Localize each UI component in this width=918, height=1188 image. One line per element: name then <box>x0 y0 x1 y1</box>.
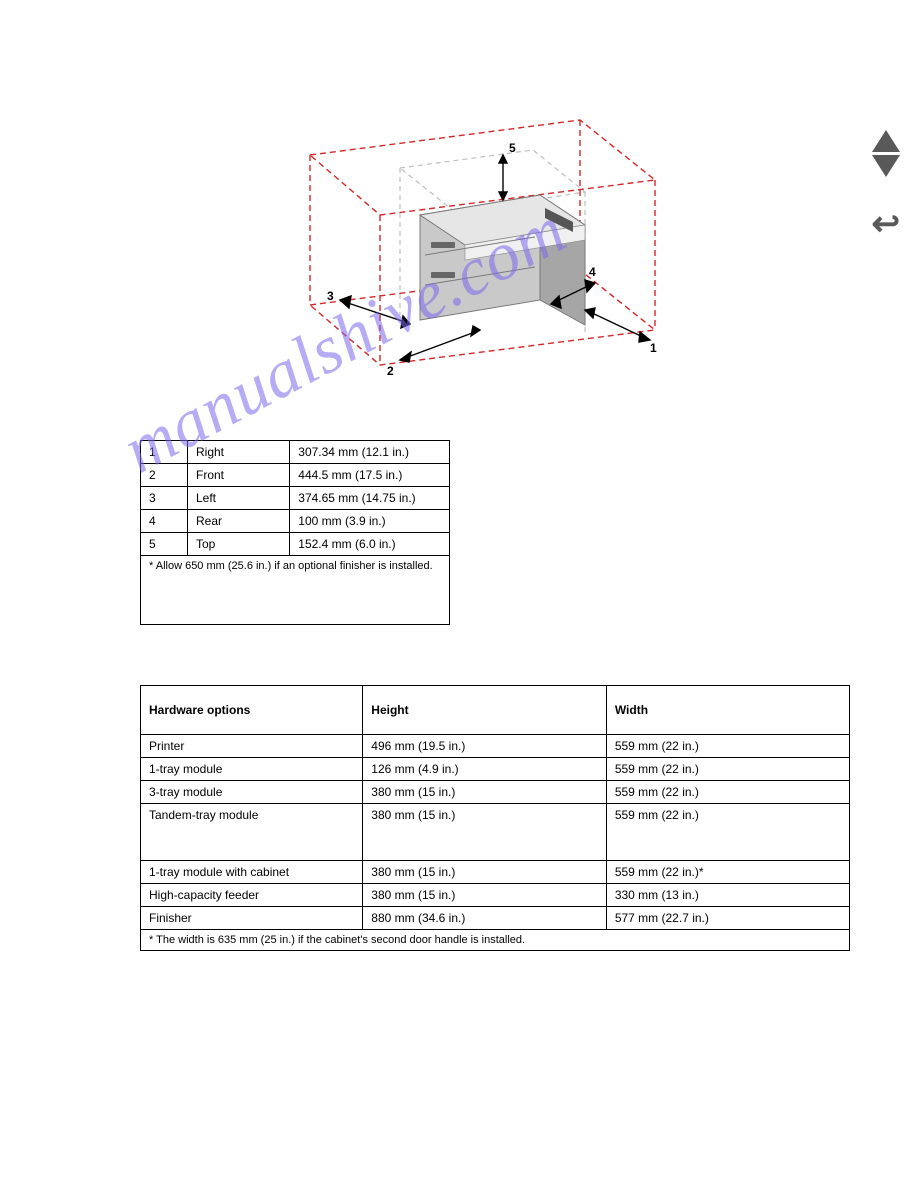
table-row: Tandem-tray module 380 mm (15 in.) 559 m… <box>141 804 850 861</box>
cell-side: Front <box>188 464 290 487</box>
callout-5: 5 <box>509 141 516 155</box>
header-width: Width <box>606 686 849 735</box>
table-row: 4 Rear 100 mm (3.9 in.) <box>141 510 450 533</box>
cell-height: 380 mm (15 in.) <box>363 861 607 884</box>
callout-3: 3 <box>327 289 334 303</box>
header-height: Height <box>363 686 607 735</box>
cell-width: 559 mm (22 in.) <box>606 735 849 758</box>
cell-value: 100 mm (3.9 in.) <box>290 510 450 533</box>
cell-width: 559 mm (22 in.) <box>606 781 849 804</box>
table-row: High-capacity feeder 380 mm (15 in.) 330… <box>141 884 850 907</box>
cell-option: 1-tray module <box>141 758 363 781</box>
nav-up-icon[interactable] <box>872 130 900 152</box>
clearance-footnote: * Allow 650 mm (25.6 in.) if an optional… <box>141 556 450 625</box>
nav-back-icon[interactable]: ↩ <box>872 207 901 241</box>
cell-width: 559 mm (22 in.)* <box>606 861 849 884</box>
cell-value: 152.4 mm (6.0 in.) <box>290 533 450 556</box>
table-header-row: Hardware options Height Width <box>141 686 850 735</box>
cell-width: 559 mm (22 in.) <box>606 758 849 781</box>
table-footnote-row: * The width is 635 mm (25 in.) if the ca… <box>141 930 850 951</box>
cell-num: 3 <box>141 487 188 510</box>
clearance-table: 1 Right 307.34 mm (12.1 in.) 2 Front 444… <box>140 440 450 625</box>
cell-height: 380 mm (15 in.) <box>363 884 607 907</box>
cell-side: Left <box>188 487 290 510</box>
cell-option: Finisher <box>141 907 363 930</box>
table-row: Printer 496 mm (19.5 in.) 559 mm (22 in.… <box>141 735 850 758</box>
callout-2: 2 <box>387 364 394 378</box>
printer-clearance-diagram: 1 2 3 4 5 <box>255 100 685 400</box>
cell-option: 1-tray module with cabinet <box>141 861 363 884</box>
dimensions-footnote: * The width is 635 mm (25 in.) if the ca… <box>141 930 850 951</box>
cell-height: 380 mm (15 in.) <box>363 781 607 804</box>
dimensions-table: Hardware options Height Width Printer 49… <box>140 685 850 951</box>
cell-option: Printer <box>141 735 363 758</box>
table-row: Finisher 880 mm (34.6 in.) 577 mm (22.7 … <box>141 907 850 930</box>
cell-num: 2 <box>141 464 188 487</box>
cell-value: 444.5 mm (17.5 in.) <box>290 464 450 487</box>
cell-num: 5 <box>141 533 188 556</box>
callout-4: 4 <box>589 265 596 279</box>
table-row: 1-tray module with cabinet 380 mm (15 in… <box>141 861 850 884</box>
header-options: Hardware options <box>141 686 363 735</box>
cell-height: 126 mm (4.9 in.) <box>363 758 607 781</box>
cell-side: Top <box>188 533 290 556</box>
cell-width: 559 mm (22 in.) <box>606 804 849 861</box>
cell-value: 307.34 mm (12.1 in.) <box>290 441 450 464</box>
table-row: 3 Left 374.65 mm (14.75 in.) <box>141 487 450 510</box>
cell-option: Tandem-tray module <box>141 804 363 861</box>
nav-down-icon[interactable] <box>872 155 900 177</box>
cell-side: Rear <box>188 510 290 533</box>
table-row: 1-tray module 126 mm (4.9 in.) 559 mm (2… <box>141 758 850 781</box>
cell-option: High-capacity feeder <box>141 884 363 907</box>
callout-1: 1 <box>650 341 657 355</box>
table-row: 2 Front 444.5 mm (17.5 in.) <box>141 464 450 487</box>
table-row: 3-tray module 380 mm (15 in.) 559 mm (22… <box>141 781 850 804</box>
cell-side: Right <box>188 441 290 464</box>
cell-height: 380 mm (15 in.) <box>363 804 607 861</box>
cell-height: 496 mm (19.5 in.) <box>363 735 607 758</box>
cell-height: 880 mm (34.6 in.) <box>363 907 607 930</box>
table-footnote-row: * Allow 650 mm (25.6 in.) if an optional… <box>141 556 450 625</box>
cell-value: 374.65 mm (14.75 in.) <box>290 487 450 510</box>
table-row: 5 Top 152.4 mm (6.0 in.) <box>141 533 450 556</box>
table-row: 1 Right 307.34 mm (12.1 in.) <box>141 441 450 464</box>
cell-num: 1 <box>141 441 188 464</box>
cell-option: 3-tray module <box>141 781 363 804</box>
cell-width: 577 mm (22.7 in.) <box>606 907 849 930</box>
cell-width: 330 mm (13 in.) <box>606 884 849 907</box>
cell-num: 4 <box>141 510 188 533</box>
